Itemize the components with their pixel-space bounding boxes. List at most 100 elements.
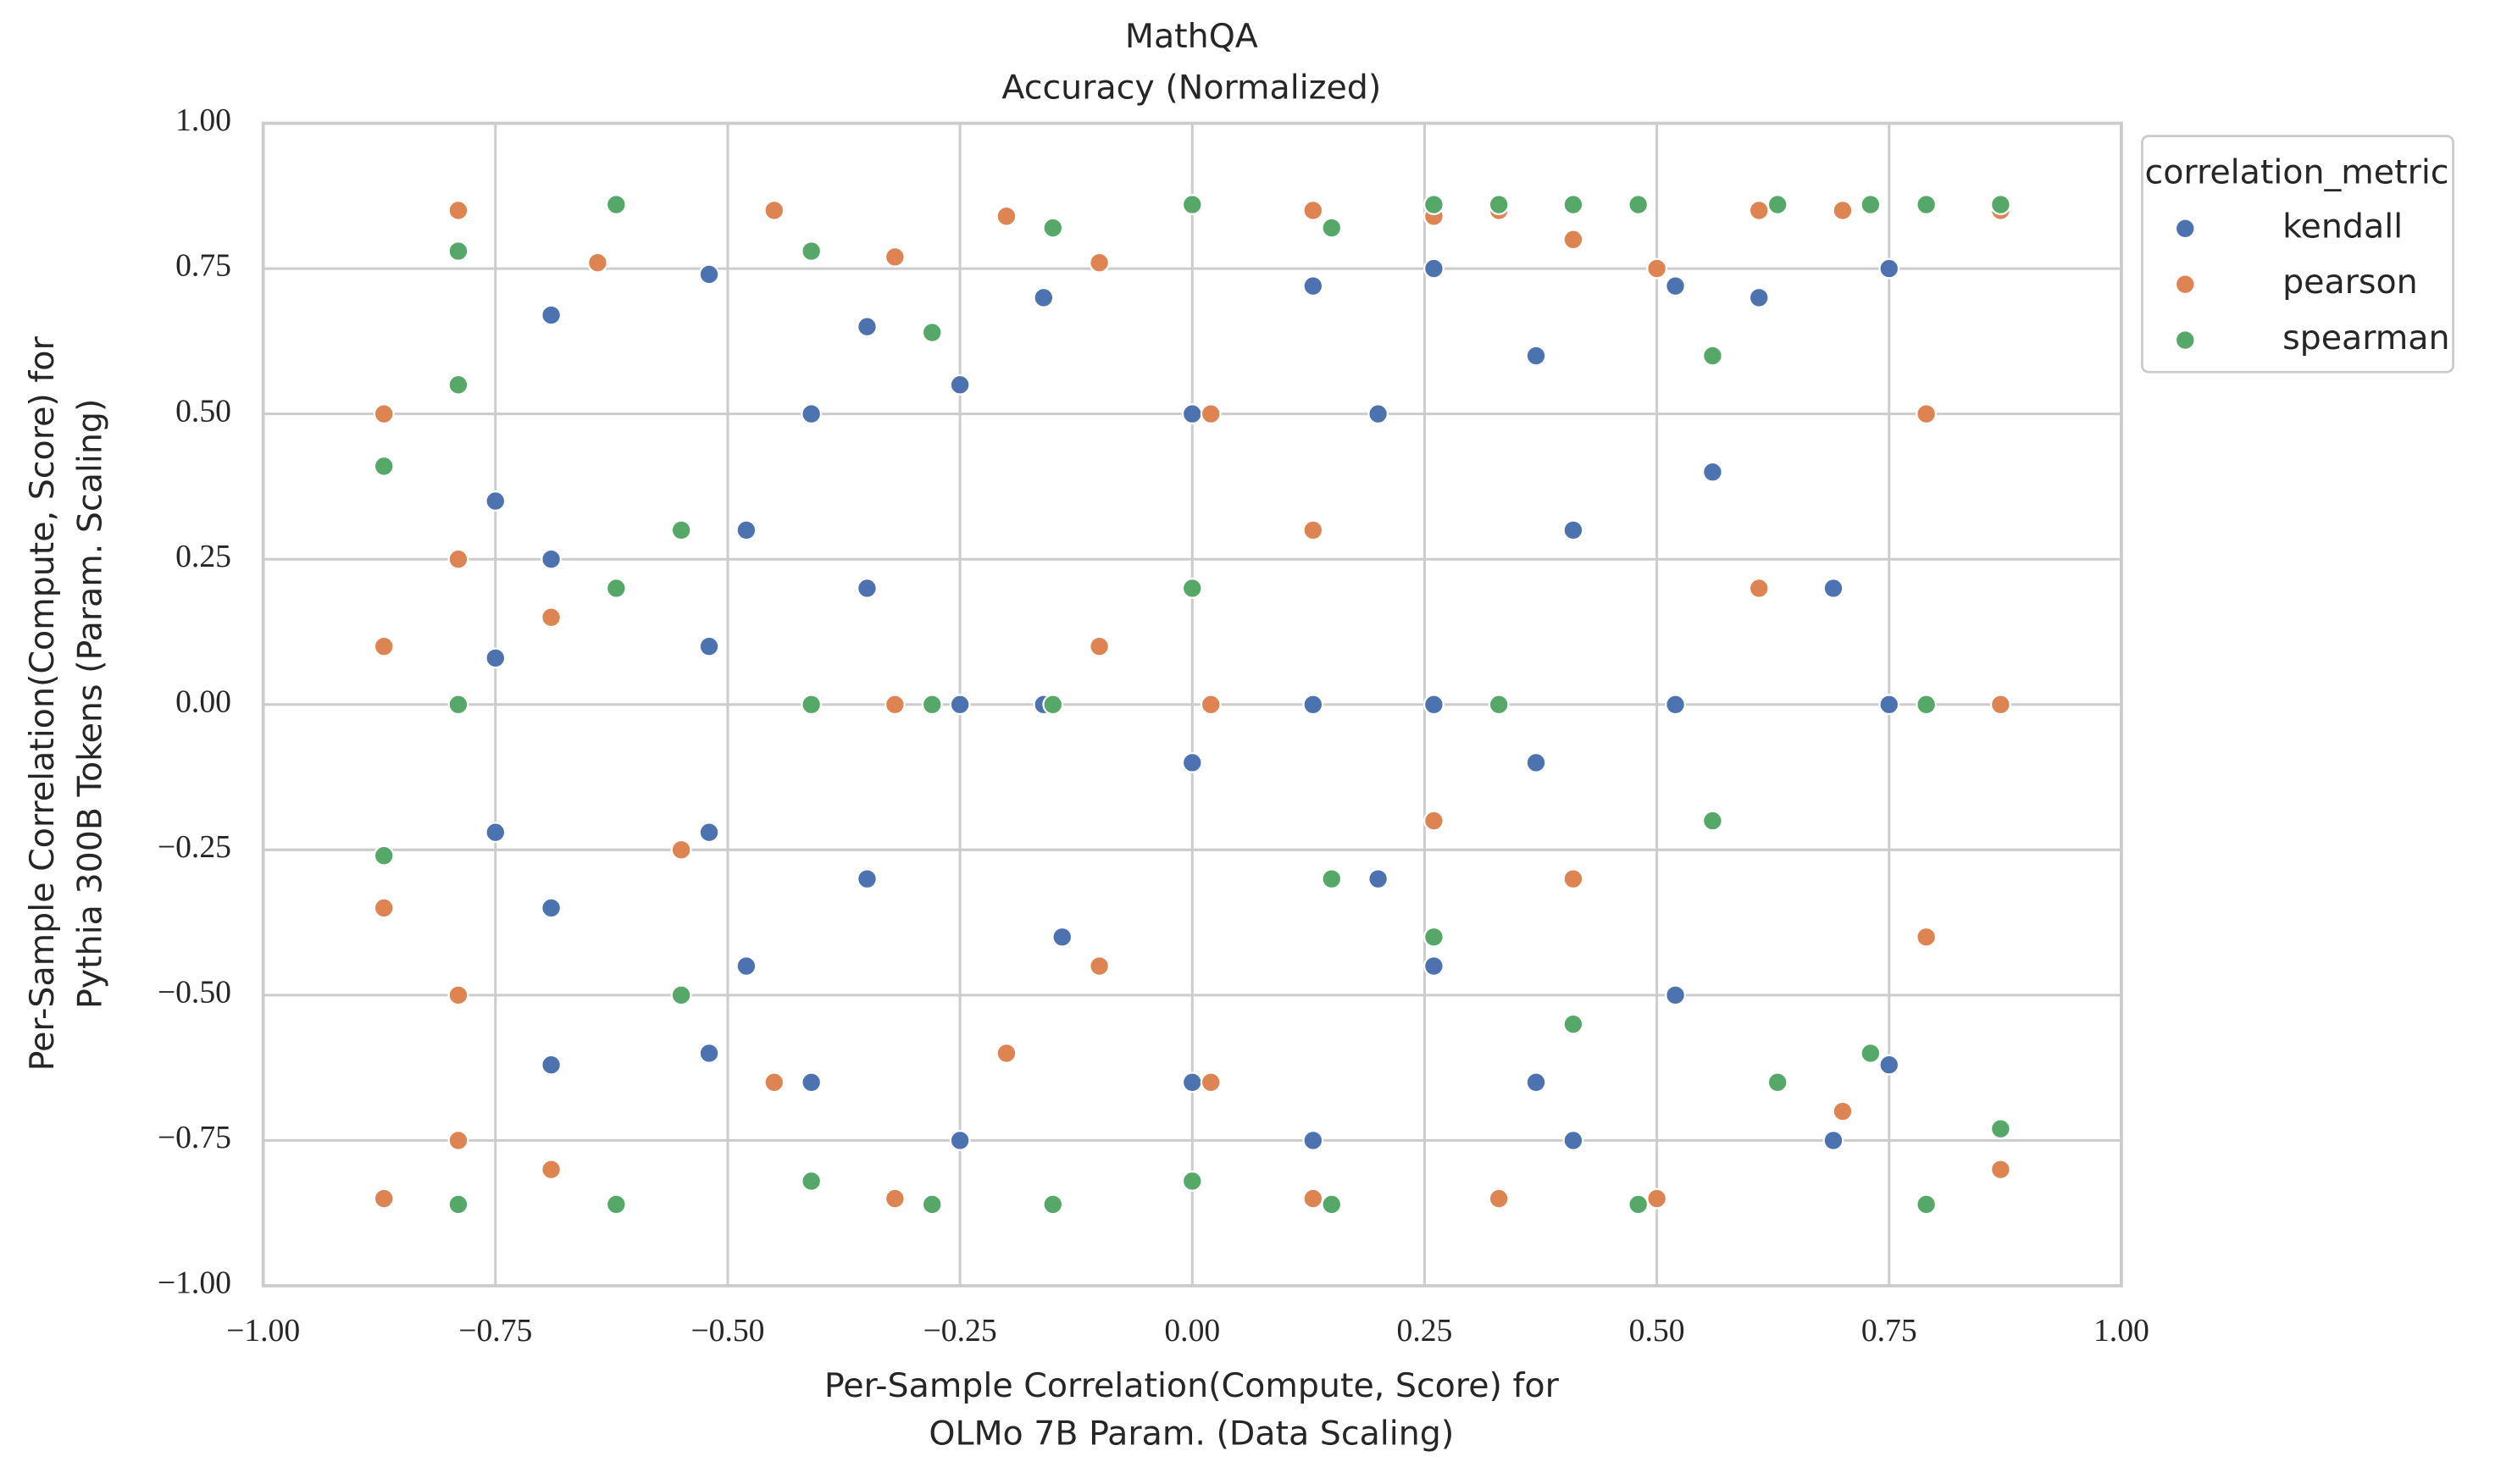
y-tick-label: −1.00 [158, 1265, 231, 1301]
point [949, 374, 971, 396]
point [735, 519, 757, 541]
x-tick-label: 0.75 [1861, 1313, 1917, 1348]
point [541, 897, 563, 919]
point [1200, 694, 1222, 716]
point [735, 955, 757, 977]
point [670, 839, 692, 861]
point [1042, 694, 1064, 716]
point [1562, 1013, 1584, 1035]
point [1089, 252, 1111, 274]
x-axis-label: OLMo 7B Param. (Data Scaling) [929, 1414, 1454, 1453]
legend-box [2140, 135, 2454, 374]
point [1822, 578, 1844, 599]
point [1860, 1043, 1882, 1064]
point [1562, 519, 1584, 541]
point [995, 205, 1018, 227]
point [1766, 194, 1788, 216]
y-axis-label: Per-Sample Correlation(Compute, Score) f… [23, 336, 62, 1071]
point [698, 263, 720, 285]
point [1916, 403, 1938, 425]
y-tick-label: 0.75 [175, 248, 231, 284]
point [373, 897, 395, 919]
chart-subtitle: Accuracy (Normalized) [1001, 68, 1381, 107]
point [1321, 217, 1343, 239]
point [605, 194, 627, 216]
point [1878, 257, 1900, 280]
point [1989, 694, 2011, 716]
point [884, 694, 906, 716]
point [447, 548, 469, 570]
point [485, 647, 507, 669]
point [1916, 194, 1938, 216]
legend-label: spearman [2282, 318, 2450, 357]
point [698, 1043, 720, 1064]
point [1665, 275, 1686, 297]
point [1321, 868, 1343, 890]
x-tick-label: 0.25 [1397, 1313, 1453, 1348]
point [1302, 1130, 1324, 1151]
point [373, 844, 395, 867]
point [857, 868, 878, 890]
point [1033, 286, 1055, 308]
point [949, 1130, 971, 1151]
point [670, 984, 692, 1006]
y-tick-label: 0.50 [175, 393, 231, 429]
point [447, 1130, 469, 1151]
point [1525, 1071, 1547, 1094]
point [1089, 635, 1111, 657]
x-tick-label: 0.00 [1164, 1313, 1220, 1348]
point [1832, 1100, 1854, 1122]
point [1302, 694, 1324, 716]
point [1321, 1193, 1343, 1215]
legend-label: kendall [2282, 207, 2403, 246]
point [921, 1193, 943, 1215]
y-tick-label: 1.00 [175, 102, 231, 138]
point [1422, 257, 1445, 280]
point [1748, 578, 1770, 599]
point [1367, 868, 1389, 890]
legend-marker [2174, 218, 2196, 240]
point [1562, 868, 1584, 890]
point [1488, 194, 1510, 216]
point [1916, 926, 1938, 948]
point [1878, 1054, 1900, 1076]
point [1701, 810, 1723, 832]
point [670, 519, 692, 541]
point [587, 252, 608, 274]
x-tick-label: 0.50 [1629, 1313, 1685, 1348]
point [801, 403, 823, 425]
point [1422, 194, 1445, 216]
y-axis-label: Pythia 300B Tokens (Param. Scaling) [71, 399, 110, 1009]
y-tick-label: 0.00 [175, 684, 231, 719]
x-tick-label: −1.00 [226, 1313, 300, 1348]
point [1665, 984, 1686, 1006]
point [1488, 694, 1510, 716]
point [1302, 275, 1324, 297]
point [447, 694, 469, 716]
point [1832, 200, 1854, 221]
point [884, 246, 906, 268]
y-tick-label: −0.25 [158, 829, 231, 865]
x-tick-label: −0.75 [458, 1313, 532, 1348]
x-axis-label: Per-Sample Correlation(Compute, Score) f… [824, 1366, 1560, 1405]
point [801, 694, 823, 716]
point [1860, 194, 1882, 216]
point [1302, 200, 1324, 221]
point [1181, 578, 1203, 599]
point [373, 635, 395, 657]
point [1422, 810, 1445, 832]
point [541, 304, 563, 326]
point [1089, 955, 1111, 977]
chart-title: MathQA [1125, 17, 1258, 56]
point [1042, 217, 1064, 239]
point [801, 241, 823, 262]
point [995, 1043, 1018, 1064]
point [1181, 1071, 1203, 1094]
point [1302, 1188, 1324, 1210]
point [1701, 461, 1723, 483]
point [1748, 200, 1770, 221]
x-tick-label: −0.50 [690, 1313, 764, 1348]
point [447, 241, 469, 262]
point [605, 1193, 627, 1215]
